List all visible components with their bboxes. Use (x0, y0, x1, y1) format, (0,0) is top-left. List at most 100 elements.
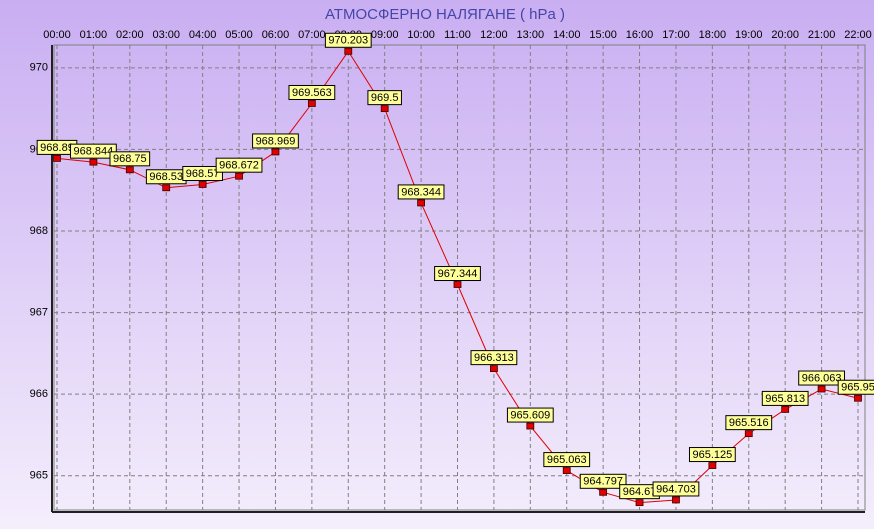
data-label-group: 965.813 (761, 390, 809, 406)
y-tick-label: 968 (30, 225, 48, 237)
x-tick-label: 15:00 (589, 29, 617, 41)
data-label-group: 968.57 (182, 166, 223, 181)
data-label: 968.672 (219, 160, 259, 172)
data-label: 964.67 (623, 486, 657, 498)
data-point (781, 406, 790, 413)
data-label-box (367, 90, 402, 106)
data-point (635, 499, 644, 507)
x-tick-label: 17:00 (662, 29, 690, 41)
data-point (708, 462, 717, 469)
x-tick-label: 00:00 (43, 29, 71, 41)
x-tick-label: 07:00 (298, 29, 326, 41)
data-label-group: 964.67 (619, 484, 660, 500)
data-label-group: 968.53 (145, 169, 187, 185)
data-point (453, 281, 462, 288)
data-label: 968.53 (149, 171, 183, 183)
x-tick-label: 04:00 (189, 29, 217, 41)
data-label: 965.125 (692, 449, 732, 461)
data-label: 965.063 (547, 454, 587, 466)
data-label-group: 966.063 (798, 370, 845, 386)
plot-frame (53, 44, 866, 511)
x-tick-label: 12:00 (480, 29, 508, 41)
data-point (744, 430, 753, 438)
data-label-group: 965.125 (688, 447, 736, 463)
data-point (562, 467, 571, 474)
data-label-box (288, 84, 336, 100)
data-label: 965.95 (841, 382, 874, 394)
data-point (125, 166, 134, 174)
data-label: 968.57 (186, 168, 220, 180)
x-tick-label: 03:00 (152, 29, 180, 41)
data-label: 969.563 (292, 87, 332, 99)
data-label-box (506, 407, 554, 423)
data-point (417, 199, 425, 207)
data-label-box (182, 166, 223, 181)
data-label-box (837, 379, 874, 395)
data-label: 968.344 (401, 186, 441, 198)
data-label-group: 968.969 (252, 133, 299, 149)
data-label: 969.5 (371, 92, 399, 104)
data-label-box (215, 157, 263, 173)
x-tick-label: 09:00 (371, 29, 399, 41)
data-point (817, 385, 826, 393)
data-label: 964.797 (583, 476, 623, 488)
data-label: 968.89 (40, 142, 74, 154)
x-tick-label: 13:00 (517, 29, 545, 41)
data-label-group: 965.516 (725, 415, 773, 431)
x-tick-label: 06:00 (262, 29, 290, 41)
data-label-group: 968.344 (397, 184, 445, 200)
data-label-box (109, 151, 151, 167)
data-point (380, 105, 389, 113)
data-label: 968.75 (113, 153, 147, 165)
data-point (198, 181, 207, 188)
x-tick-label: 21:00 (808, 29, 836, 41)
data-point (672, 496, 680, 504)
data-label-group: 965.95 (837, 379, 874, 395)
x-tick-label: 01:00 (80, 29, 108, 41)
data-label-group: 965.609 (506, 407, 554, 423)
data-label: 965.516 (729, 417, 769, 429)
y-tick-label: 967 (30, 306, 48, 318)
x-tick-label: 10:00 (407, 29, 435, 41)
data-label-group: 967.344 (434, 266, 481, 282)
x-tick-label: 20:00 (771, 29, 799, 41)
data-label: 968.844 (74, 146, 114, 158)
data-label-box (688, 447, 736, 463)
y-tick-label: 965 (30, 470, 48, 482)
data-label: 966.313 (474, 352, 514, 364)
data-label-group: 964.703 (652, 481, 700, 497)
data-point (271, 148, 280, 156)
data-label-group: 968.672 (215, 157, 263, 173)
x-tick-label: 16:00 (626, 29, 654, 41)
y-tick-label: 966 (30, 388, 48, 400)
data-label: 965.609 (510, 409, 550, 421)
data-label: 967.344 (438, 268, 478, 280)
data-label: 970.203 (328, 35, 368, 47)
x-tick-label: 18:00 (699, 29, 727, 41)
data-label-group: 965.063 (543, 452, 591, 468)
data-label: 965.813 (765, 393, 805, 405)
chart-title: АТМОСФЕРНО НАЛЯГАНЕ ( hPa ) (325, 6, 565, 23)
data-label-box (470, 350, 518, 366)
data-label-group: 968.844 (70, 143, 117, 159)
data-point (599, 488, 608, 496)
data-label-box (652, 481, 700, 497)
data-label-box (798, 370, 845, 386)
data-point (854, 394, 862, 402)
data-label: 964.703 (656, 483, 696, 495)
y-tick-label: 970 (30, 62, 48, 74)
data-point (89, 158, 98, 166)
data-point (526, 422, 535, 430)
data-label-box (543, 452, 591, 468)
data-point (162, 184, 171, 192)
x-tick-label: 19:00 (735, 29, 763, 41)
x-tick-label: 14:00 (553, 29, 581, 41)
data-label-box (397, 184, 445, 200)
data-label-group: 969.563 (288, 84, 336, 100)
data-label-group: 970.203 (324, 32, 372, 48)
data-label-box (761, 390, 809, 406)
x-tick-label: 11:00 (444, 29, 471, 41)
data-label-group: 968.89 (36, 139, 78, 155)
x-tick-label: 05:00 (225, 29, 253, 41)
x-tick-label: 02:00 (116, 29, 144, 41)
